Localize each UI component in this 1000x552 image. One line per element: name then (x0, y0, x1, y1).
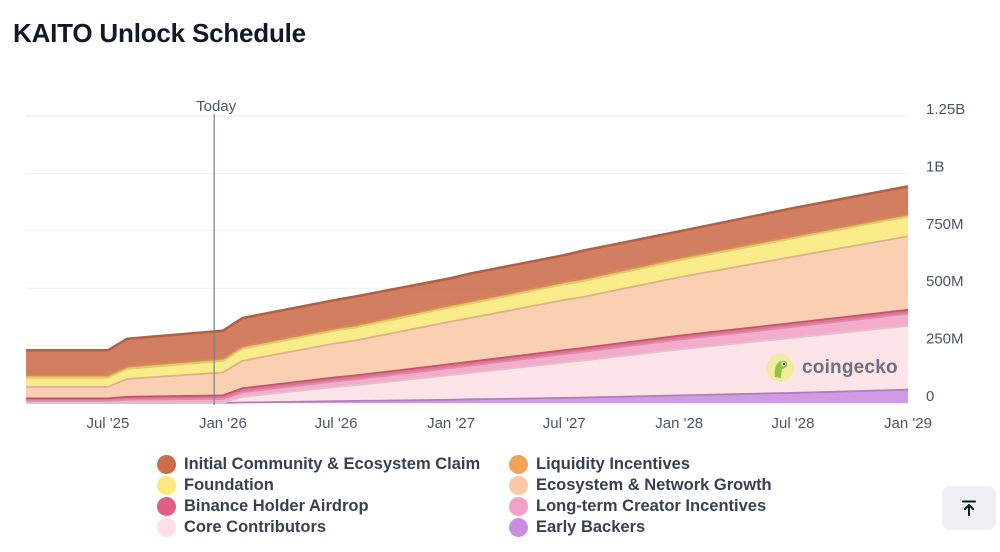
x-tick-label: Jul '25 (86, 415, 129, 432)
legend-color-dot (157, 518, 176, 537)
x-tick-label: Jul '28 (772, 415, 815, 432)
area-early-backers (26, 389, 908, 403)
x-tick-label: Jan '27 (427, 415, 475, 432)
series-line (26, 325, 909, 404)
series-line (26, 308, 909, 400)
legend-color-dot (157, 476, 176, 495)
coingecko-logo-icon (766, 354, 794, 382)
legend-color-dot (509, 497, 528, 516)
area-outlines (26, 185, 909, 404)
y-tick-label: 250M (926, 331, 964, 348)
legend-label: Foundation (184, 476, 274, 494)
area-ecosystem-network-growth (26, 236, 908, 399)
series-line (26, 213, 909, 377)
series-line (26, 185, 909, 352)
x-axis-ticks: Jul '25 Jan '26 Jul '26 Jan '27 Jul '27 Jan '… (86, 415, 932, 432)
series-line (26, 312, 909, 402)
arrow-up-to-line-icon (962, 500, 976, 516)
x-tick-label: Jan '28 (655, 415, 703, 432)
y-tick-label: 1B (926, 158, 944, 175)
area-initial-community-ecosystem-claim (26, 186, 908, 376)
legend-color-dot (509, 476, 528, 495)
page-title: KAITO Unlock Schedule (13, 18, 306, 48)
coingecko-watermark: coingecko (766, 352, 898, 384)
y-tick-label: 0 (926, 388, 934, 405)
series-line (26, 235, 909, 388)
series-line (26, 215, 909, 379)
legend-item[interactable]: Ecosystem & Network Growth (509, 476, 797, 495)
y-tick-label: 500M (926, 273, 964, 290)
chart-legend: Initial Community & Ecosystem Claim Liqui… (157, 455, 797, 537)
y-tick-label: 750M (926, 216, 964, 233)
y-tick-label: 1.25B (926, 101, 965, 118)
legend-item[interactable]: Liquidity Incentives (509, 455, 797, 474)
legend-item[interactable]: Early Backers (509, 518, 797, 537)
today-label: Today (196, 98, 237, 115)
legend-label: Binance Holder Airdrop (184, 497, 369, 515)
y-axis-ticks: 0 250M 500M 750M 1B 1.25B (926, 101, 965, 405)
legend-label: Long-term Creator Incentives (536, 497, 767, 515)
area-core-contributors (26, 325, 908, 403)
legend-color-dot (509, 455, 528, 474)
legend-color-dot (157, 497, 176, 516)
legend-label: Liquidity Incentives (536, 455, 691, 473)
x-tick-label: Jan '26 (199, 415, 247, 432)
scroll-to-top-button[interactable] (942, 486, 996, 530)
watermark-text: coingecko (802, 357, 898, 378)
legend-item[interactable]: Core Contributors (157, 518, 509, 537)
legend-item[interactable]: Foundation (157, 476, 509, 495)
legend-color-dot (509, 518, 528, 537)
legend-item[interactable]: Binance Holder Airdrop (157, 497, 509, 516)
legend-label: Ecosystem & Network Growth (536, 476, 772, 494)
x-tick-label: Jan '29 (884, 415, 932, 432)
legend-item[interactable]: Long-term Creator Incentives (509, 497, 797, 516)
legend-color-dot (157, 455, 176, 474)
x-tick-label: Jul '27 (543, 415, 586, 432)
today-marker: Today (196, 98, 237, 405)
legend-label: Core Contributors (184, 518, 327, 536)
legend-label: Early Backers (536, 518, 646, 536)
unlock-chart: Today Jul '25 Jan '26 Jul '26 Jan '27 Jul '2… (26, 98, 965, 432)
legend-item[interactable]: Initial Community & Ecosystem Claim (157, 455, 509, 474)
legend-label: Initial Community & Ecosystem Claim (184, 455, 481, 473)
x-tick-label: Jul '26 (315, 415, 358, 432)
